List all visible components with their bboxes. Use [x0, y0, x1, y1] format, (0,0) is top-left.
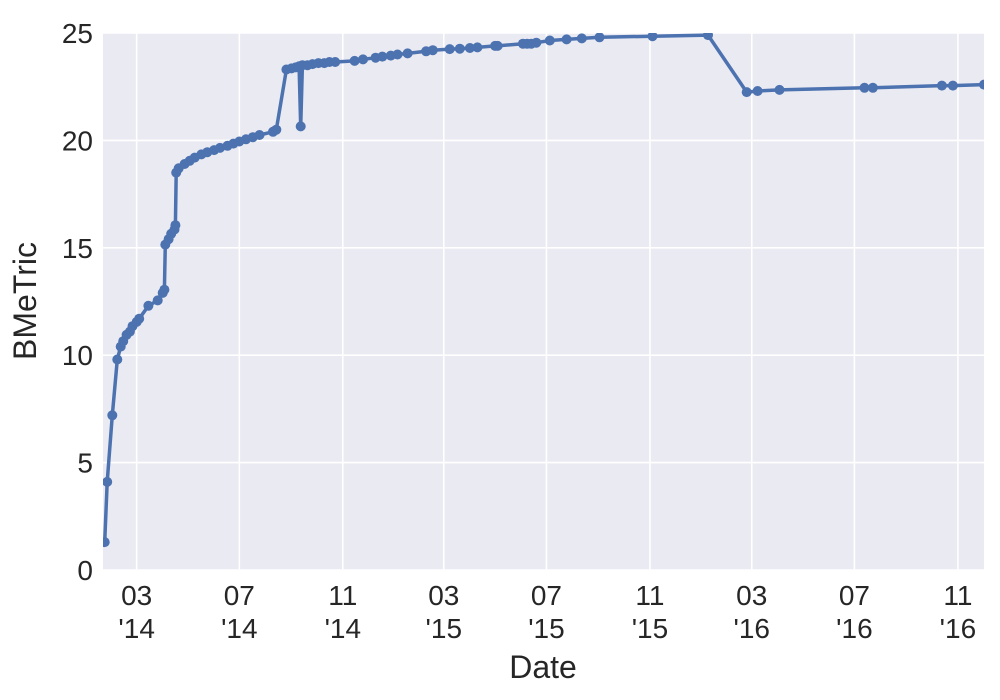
data-point — [349, 55, 360, 66]
data-point — [112, 354, 123, 365]
data-point — [215, 142, 225, 153]
data-point — [358, 54, 368, 65]
data-point — [752, 86, 763, 96]
data-point — [531, 37, 542, 48]
data-point — [647, 33, 658, 42]
y-axis-label: BMeTric — [7, 242, 43, 360]
x-tick-month-label: 11 — [635, 580, 664, 611]
x-tick-month-label: 03 — [736, 580, 767, 611]
y-tick-label: 0 — [77, 555, 93, 586]
data-point — [741, 87, 752, 98]
x-tick-month-label: 07 — [839, 580, 870, 611]
data-point — [377, 51, 388, 62]
x-tick-year-label: '15 — [528, 613, 565, 644]
x-tick-month-label: 03 — [428, 580, 459, 611]
x-tick-year-label: '14 — [221, 613, 258, 644]
data-point — [402, 48, 413, 59]
plot-area-background — [103, 33, 984, 570]
data-point — [330, 57, 341, 67]
data-point — [859, 82, 870, 93]
data-point — [271, 124, 282, 135]
data-point — [295, 121, 306, 132]
x-tick-year-label: '14 — [325, 613, 362, 644]
data-point — [979, 79, 984, 90]
data-point — [576, 33, 587, 44]
x-tick-year-label: '15 — [426, 613, 463, 644]
tick-labels: 051015202503'1407'1411'1403'1507'1511'15… — [62, 18, 976, 644]
data-point — [159, 284, 170, 295]
gridlines — [103, 32, 984, 571]
data-point — [152, 295, 163, 306]
x-tick-year-label: '14 — [118, 613, 155, 644]
data-point — [170, 220, 181, 231]
x-tick-month-label: 11 — [328, 580, 357, 611]
data-point — [464, 43, 475, 53]
data-point — [561, 34, 572, 45]
data-point — [454, 43, 465, 54]
data-point — [544, 35, 555, 46]
data-point — [947, 80, 958, 91]
data-point — [134, 313, 145, 324]
x-tick-year-label: '16 — [836, 613, 873, 644]
data-point — [427, 45, 438, 56]
data-point — [774, 84, 785, 95]
x-tick-month-label: 07 — [224, 580, 255, 611]
y-tick-label: 5 — [77, 448, 93, 479]
x-tick-year-label: '15 — [632, 613, 669, 644]
data-point — [392, 49, 403, 60]
data-point — [472, 42, 483, 53]
data-series-bmetric — [103, 33, 984, 548]
y-tick-label: 15 — [62, 233, 93, 264]
x-tick-month-label: 03 — [121, 580, 152, 611]
y-tick-label: 25 — [62, 18, 93, 49]
x-axis-label: Date — [509, 649, 577, 685]
x-tick-month-label: 11 — [943, 580, 972, 611]
data-point — [703, 33, 713, 41]
data-point — [492, 40, 503, 51]
x-tick-year-label: '16 — [940, 613, 977, 644]
data-point — [594, 33, 605, 43]
data-point — [103, 476, 113, 487]
x-tick-month-label: 07 — [531, 580, 562, 611]
data-point — [444, 44, 455, 55]
y-tick-label: 20 — [62, 125, 93, 156]
data-point — [143, 300, 154, 311]
y-tick-label: 10 — [62, 340, 93, 371]
data-point — [254, 130, 265, 140]
x-tick-year-label: '16 — [734, 613, 771, 644]
data-point — [936, 80, 947, 91]
data-point — [867, 82, 878, 93]
data-point — [103, 537, 110, 548]
data-point — [107, 410, 118, 421]
